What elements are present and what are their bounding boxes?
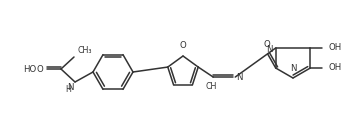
Text: O: O xyxy=(263,40,270,49)
Text: N: N xyxy=(290,64,296,73)
Text: CH: CH xyxy=(206,82,217,91)
Text: O: O xyxy=(36,65,43,73)
Text: H: H xyxy=(65,85,71,94)
Text: O: O xyxy=(180,41,186,50)
Text: OH: OH xyxy=(328,63,342,72)
Text: N: N xyxy=(236,72,243,82)
Text: N: N xyxy=(266,45,273,55)
Text: N: N xyxy=(67,83,74,92)
Text: HO: HO xyxy=(23,65,36,73)
Text: CH₃: CH₃ xyxy=(78,46,93,55)
Text: OH: OH xyxy=(328,43,342,53)
